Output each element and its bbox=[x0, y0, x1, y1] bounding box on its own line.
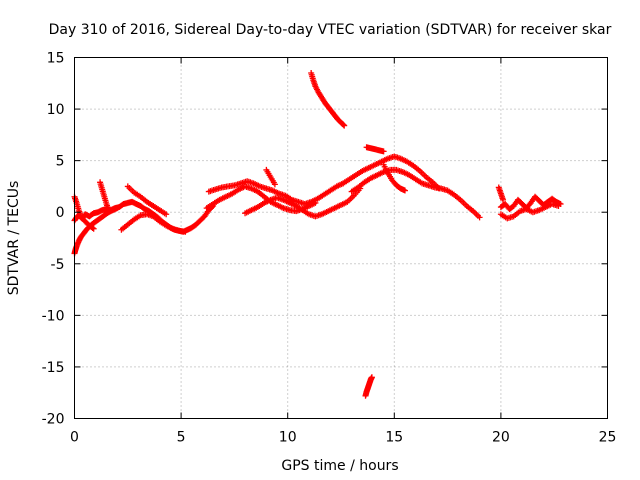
data-point-track-n bbox=[401, 187, 408, 194]
data-point-track-h bbox=[312, 199, 319, 206]
plot-frame bbox=[74, 57, 608, 419]
data-point-track-b bbox=[114, 205, 121, 212]
x-tick-label: 10 bbox=[279, 430, 297, 446]
x-tick-label: 5 bbox=[177, 430, 186, 446]
y-tick-label: 5 bbox=[56, 154, 65, 170]
ticks-layer: 0 5 10 15 20 25 -20 -15 -10 -5 0 5 10 15 bbox=[42, 51, 617, 446]
data-point-track-j bbox=[271, 181, 278, 188]
y-axis-title: SDTVAR / TECUs bbox=[6, 181, 22, 296]
data-point-track-o bbox=[340, 121, 347, 128]
data-point-track-f bbox=[163, 211, 170, 218]
x-tick-label: 15 bbox=[385, 430, 403, 446]
chart-title: Day 310 of 2016, Sidereal Day-to-day VTE… bbox=[49, 22, 612, 38]
data-point-track-m bbox=[380, 148, 387, 155]
marks-layer bbox=[71, 69, 564, 399]
data-point-track-l bbox=[476, 214, 483, 221]
data-point-track-d bbox=[105, 207, 112, 214]
data-point-track-e bbox=[182, 228, 189, 235]
y-tick-label: -20 bbox=[42, 412, 65, 428]
data-point-track-c bbox=[89, 224, 96, 231]
data-point-track-o bbox=[341, 122, 348, 129]
x-tick-label: 20 bbox=[492, 430, 510, 446]
y-tick-label: -15 bbox=[42, 360, 65, 376]
y-tick-label: -10 bbox=[42, 308, 65, 324]
x-tick-label: 0 bbox=[70, 430, 79, 446]
y-tick-label: 0 bbox=[56, 205, 65, 221]
y-tick-label: -5 bbox=[51, 257, 65, 273]
y-tick-label: 10 bbox=[47, 102, 65, 118]
grid-layer bbox=[74, 57, 608, 419]
y-tick-label: 15 bbox=[47, 51, 65, 67]
data-point-track-c bbox=[90, 225, 97, 232]
data-point-track-s bbox=[500, 196, 507, 203]
data-point-track-p bbox=[368, 374, 375, 381]
x-tick-label: 25 bbox=[599, 430, 617, 446]
data-point-track-r bbox=[555, 203, 562, 210]
x-axis-title: GPS time / hours bbox=[281, 458, 398, 474]
